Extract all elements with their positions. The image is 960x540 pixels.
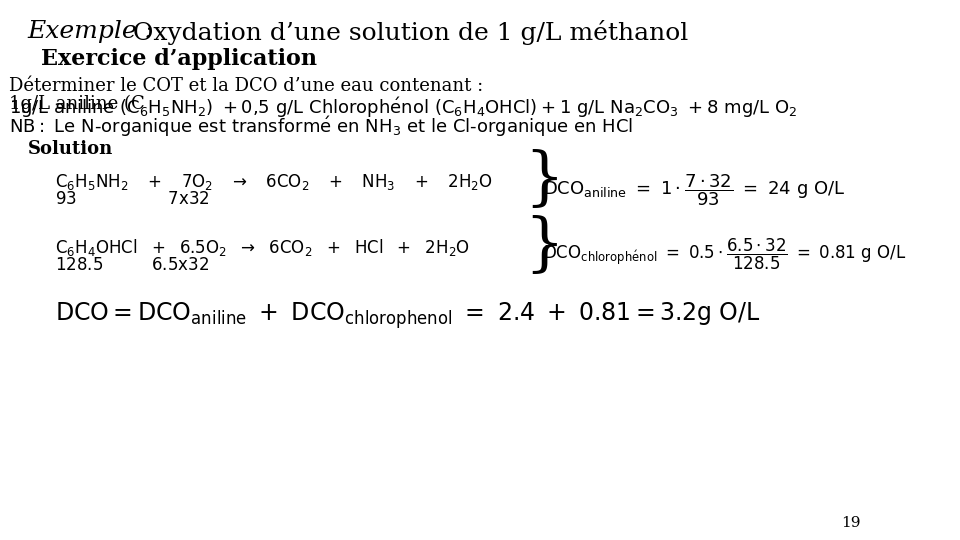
Text: $\mathrm{128.5\ \ \ \ \ \ \ \ \ 6.5x32}$: $\mathrm{128.5\ \ \ \ \ \ \ \ \ 6.5x32}$ (55, 256, 209, 274)
Text: $\mathrm{NB:\ Le\ N\text{-}organique\ est\ transform\acute{e}\ en\ NH_3\ et\ le\: $\mathrm{NB:\ Le\ N\text{-}organique\ es… (10, 114, 634, 139)
Text: $\mathrm{C_6H_5NH_2\ \ \ +\ \ \ 7O_2\ \ \ \rightarrow\ \ \ 6CO_2\ \ \ +\ \ \ NH_: $\mathrm{C_6H_5NH_2\ \ \ +\ \ \ 7O_2\ \ … (55, 172, 493, 192)
Text: $\mathrm{1g/L\ aniline\ (C_6H_5NH_2)\ +0{,}5\ g/L\ Chloroph\acute{e}nol\ (C_6H_4: $\mathrm{1g/L\ aniline\ (C_6H_5NH_2)\ +0… (10, 95, 798, 120)
Text: Solution: Solution (28, 140, 113, 158)
Text: Oxydation d’une solution de 1 g/L méthanol: Oxydation d’une solution de 1 g/L méthan… (133, 20, 688, 45)
Text: }: } (524, 215, 564, 276)
Text: $\mathrm{DCO_{chloroph\acute{e}nol}\ =\ 0.5 \cdot \dfrac{6.5 \cdot 32}{128.5}\ =: $\mathrm{DCO_{chloroph\acute{e}nol}\ =\ … (542, 237, 906, 272)
Text: Exemple :: Exemple : (28, 20, 154, 43)
Text: 19: 19 (841, 516, 860, 530)
Text: $\mathrm{DCO = DCO_{aniline}\ +\ DCO_{chlorophenol}\ =\ 2.4\ +\ 0.81 = 3.2g\ O/L: $\mathrm{DCO = DCO_{aniline}\ +\ DCO_{ch… (55, 300, 760, 330)
Text: $\mathrm{C_6H_4OHCl\ \ +\ \ 6.5O_2\ \ \rightarrow\ \ 6CO_2\ \ +\ \ HCl\ \ +\ \ 2: $\mathrm{C_6H_4OHCl\ \ +\ \ 6.5O_2\ \ \r… (55, 237, 470, 258)
Text: }: } (524, 150, 564, 211)
Text: $\mathrm{DCO_{aniline}\ =\ 1 \cdot \dfrac{7 \cdot 32}{93}\ =\ 24\ g\ O/L}$: $\mathrm{DCO_{aniline}\ =\ 1 \cdot \dfra… (542, 172, 845, 208)
Text: Déterminer le COT et la DCO d’une eau contenant :: Déterminer le COT et la DCO d’une eau co… (10, 77, 484, 95)
Text: Exercice d’application: Exercice d’application (41, 48, 318, 70)
Text: $\mathrm{93\ \ \ \ \ \ \ \ \ \ \ \ \ \ \ \ \ 7x32}$: $\mathrm{93\ \ \ \ \ \ \ \ \ \ \ \ \ \ \… (55, 190, 210, 208)
Text: 1g/L aniline (C: 1g/L aniline (C (10, 95, 145, 113)
